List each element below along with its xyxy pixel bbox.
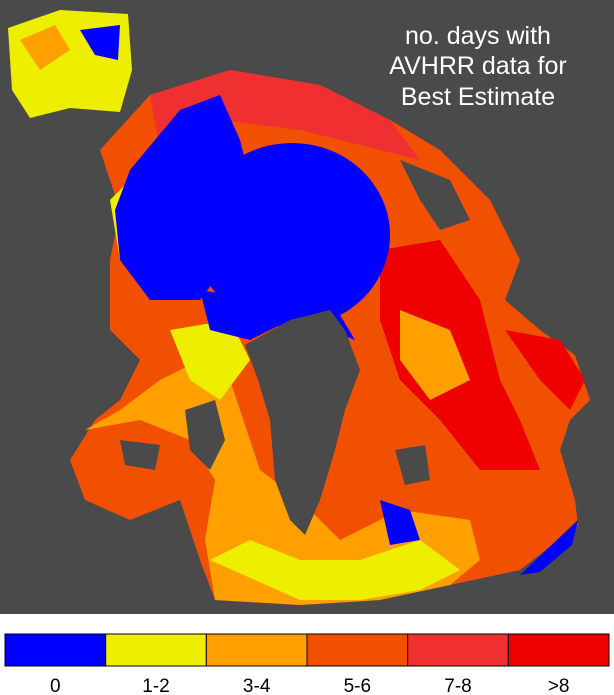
legend-swatch	[205, 633, 308, 667]
legend-swatch	[4, 633, 107, 667]
title-line: no. days with	[405, 22, 551, 50]
sea-ice-map	[8, 10, 590, 605]
land	[185, 400, 225, 470]
legend-label: 5-6	[344, 676, 371, 695]
region	[210, 540, 460, 600]
legend-swatch	[407, 633, 509, 667]
legend-label: >8	[548, 676, 570, 695]
legend-label: 7-8	[444, 676, 471, 695]
legend-swatch	[105, 633, 207, 667]
region	[400, 310, 470, 400]
region	[170, 320, 250, 400]
region	[380, 500, 420, 545]
region	[80, 25, 120, 60]
legend-label: 0	[50, 676, 61, 695]
map-title: no. days with AVHRR data for Best Estima…	[389, 22, 566, 111]
region	[150, 70, 420, 160]
region	[520, 520, 578, 575]
land	[245, 310, 360, 535]
legend: 0 1-2 3-4 5-6 7-8 >8	[4, 633, 610, 695]
legend-swatch	[507, 633, 610, 667]
region	[194, 143, 390, 327]
region	[505, 330, 585, 410]
land	[400, 160, 470, 230]
region	[200, 290, 355, 340]
region	[20, 25, 70, 70]
title-line: AVHRR data for	[389, 52, 566, 80]
land	[120, 440, 160, 470]
legend-swatch	[306, 633, 409, 667]
legend-label: 1-2	[142, 676, 169, 695]
legend-label: 3-4	[243, 676, 271, 695]
title-line: Best Estimate	[401, 83, 555, 111]
land	[395, 445, 430, 485]
region	[85, 360, 480, 605]
